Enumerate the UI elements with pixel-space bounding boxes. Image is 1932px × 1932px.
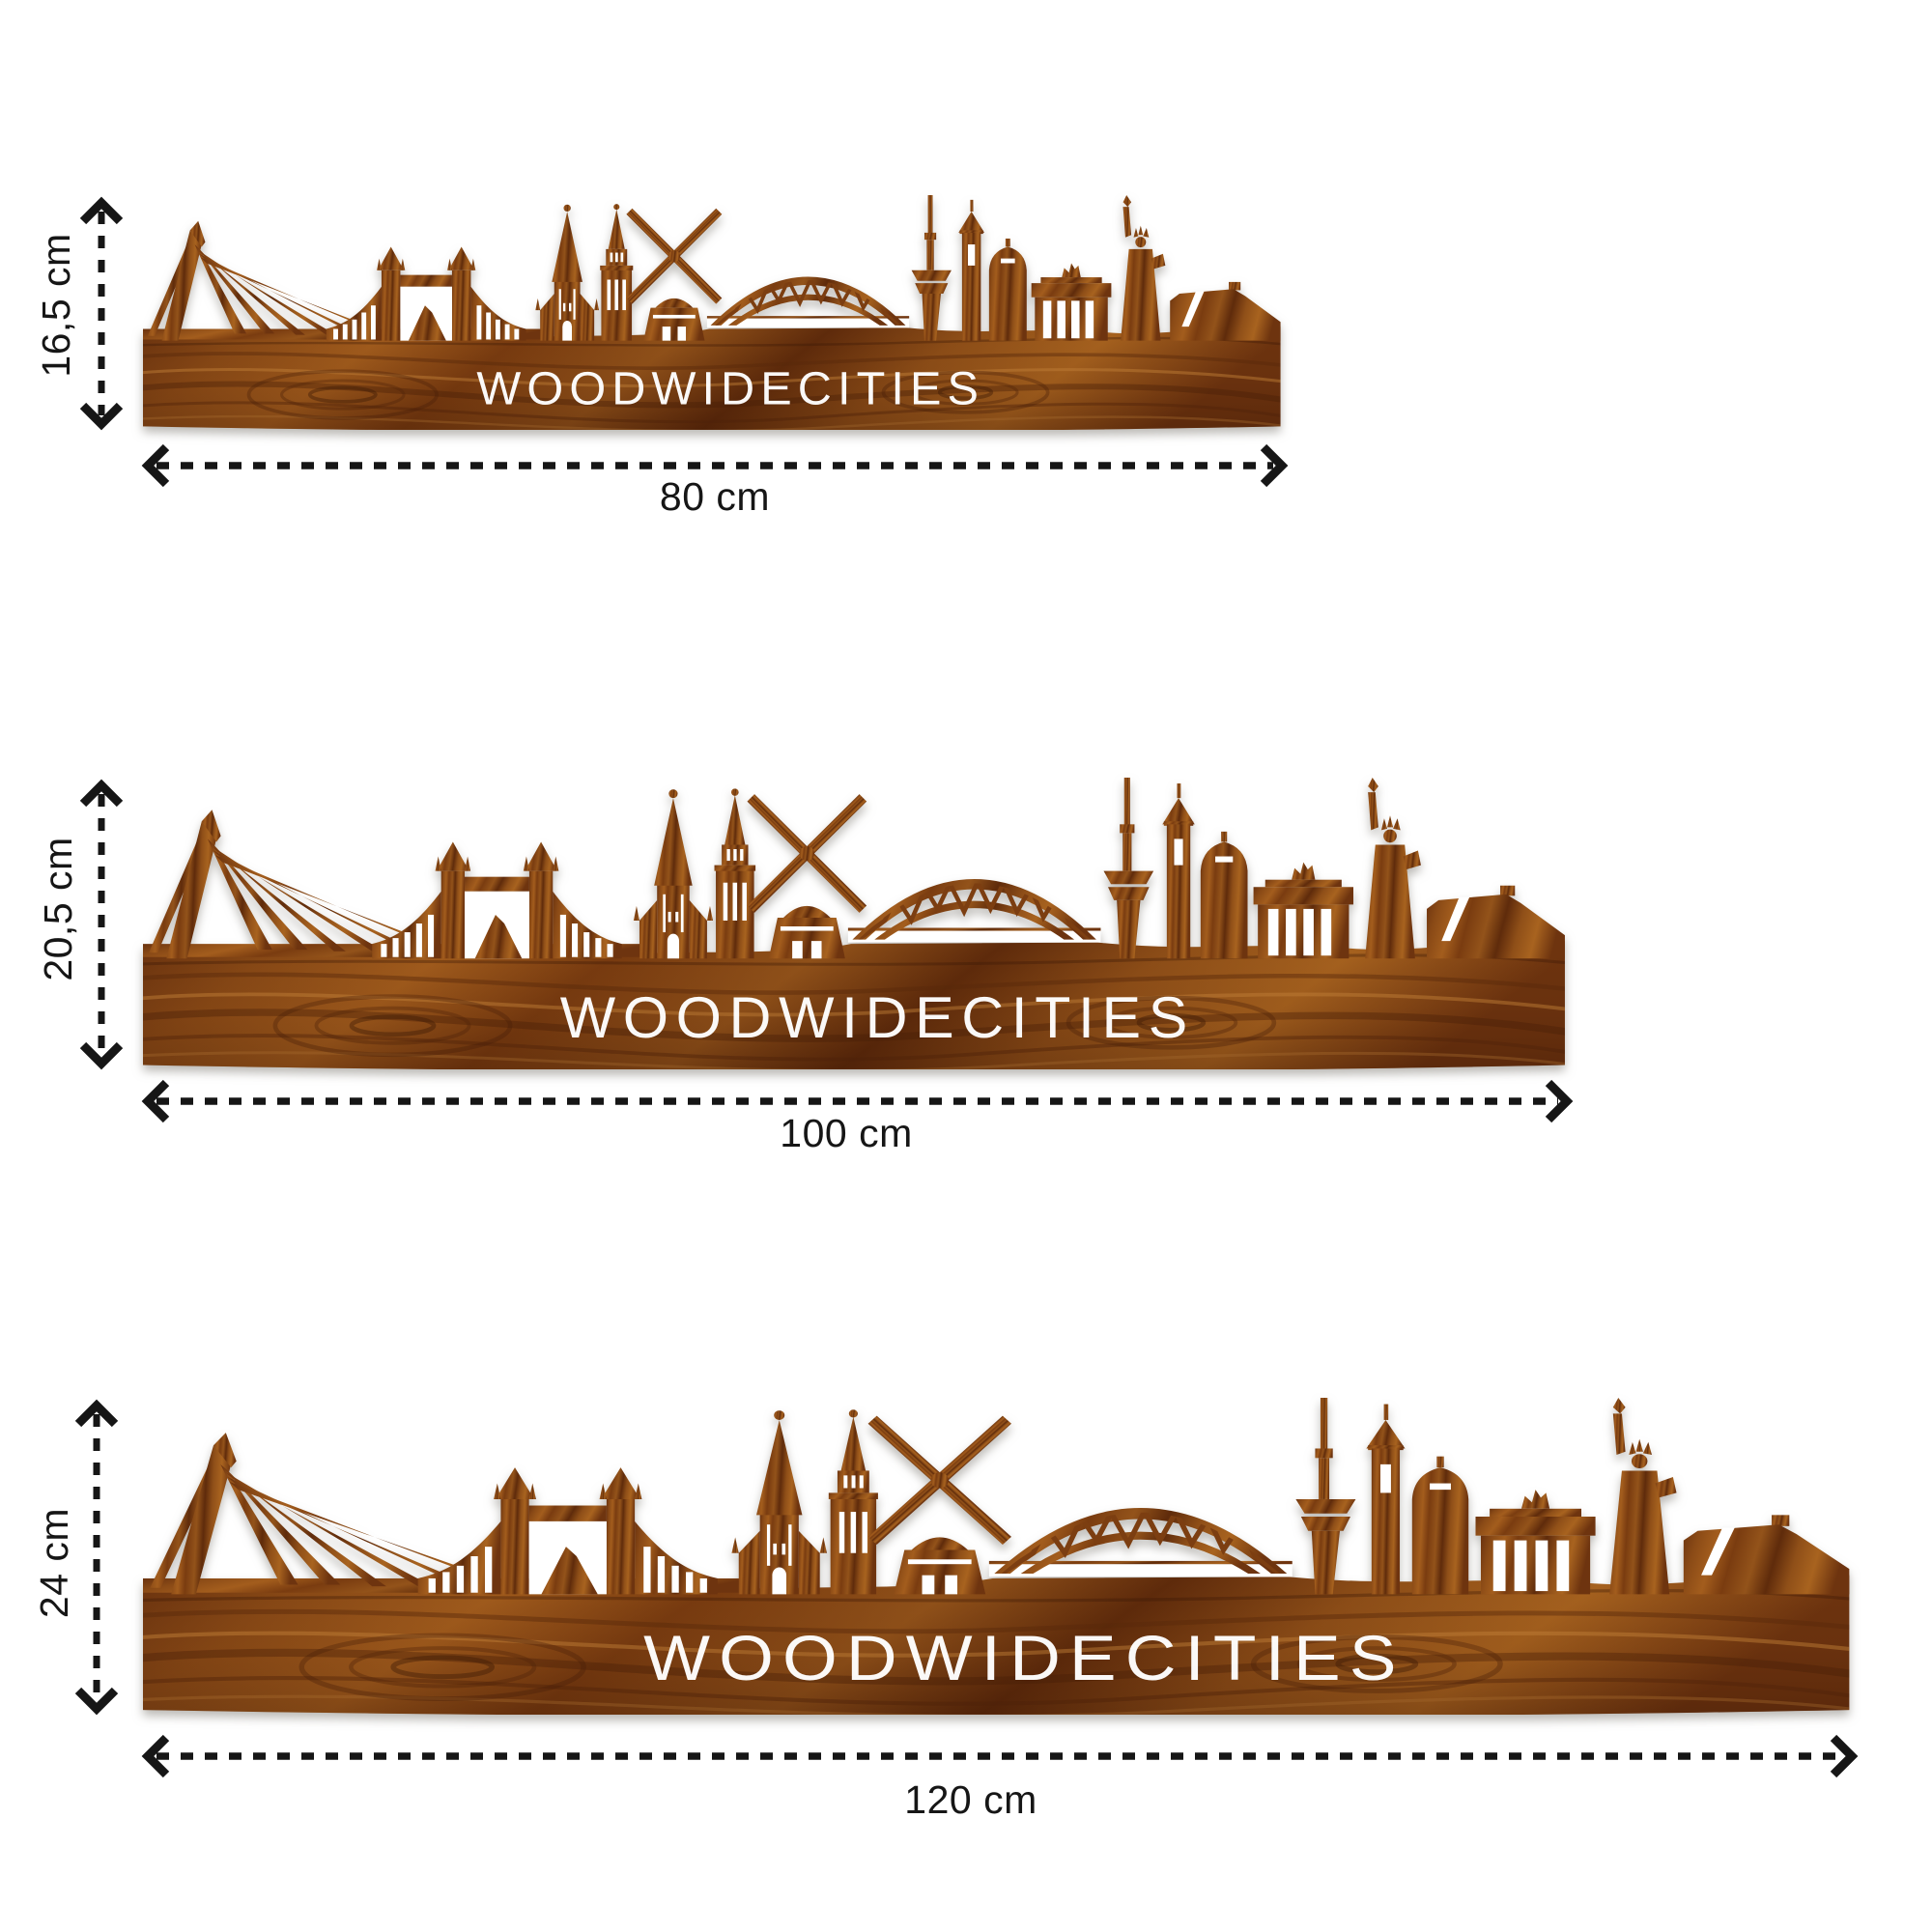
width-label-80cm: 80 cm [659, 474, 771, 519]
height-label-100cm: 20,5 cm [36, 837, 80, 981]
height-label-120cm: 24 cm [32, 1507, 76, 1619]
height-label-80cm: 16,5 cm [34, 233, 78, 378]
width-arrow-80cm [141, 443, 1289, 488]
width-arrow-100cm [141, 1079, 1574, 1123]
skyline-100cm [143, 778, 1568, 1069]
height-arrow-100cm [79, 779, 124, 1070]
width-label-100cm: 100 cm [780, 1111, 913, 1155]
height-arrow-120cm [74, 1399, 119, 1716]
width-label-120cm: 120 cm [904, 1777, 1037, 1822]
height-arrow-80cm [79, 196, 124, 431]
skyline-120cm [143, 1398, 1853, 1715]
width-arrow-120cm [141, 1734, 1859, 1778]
skyline-80cm: WOODWIDECITIES [143, 195, 1283, 430]
